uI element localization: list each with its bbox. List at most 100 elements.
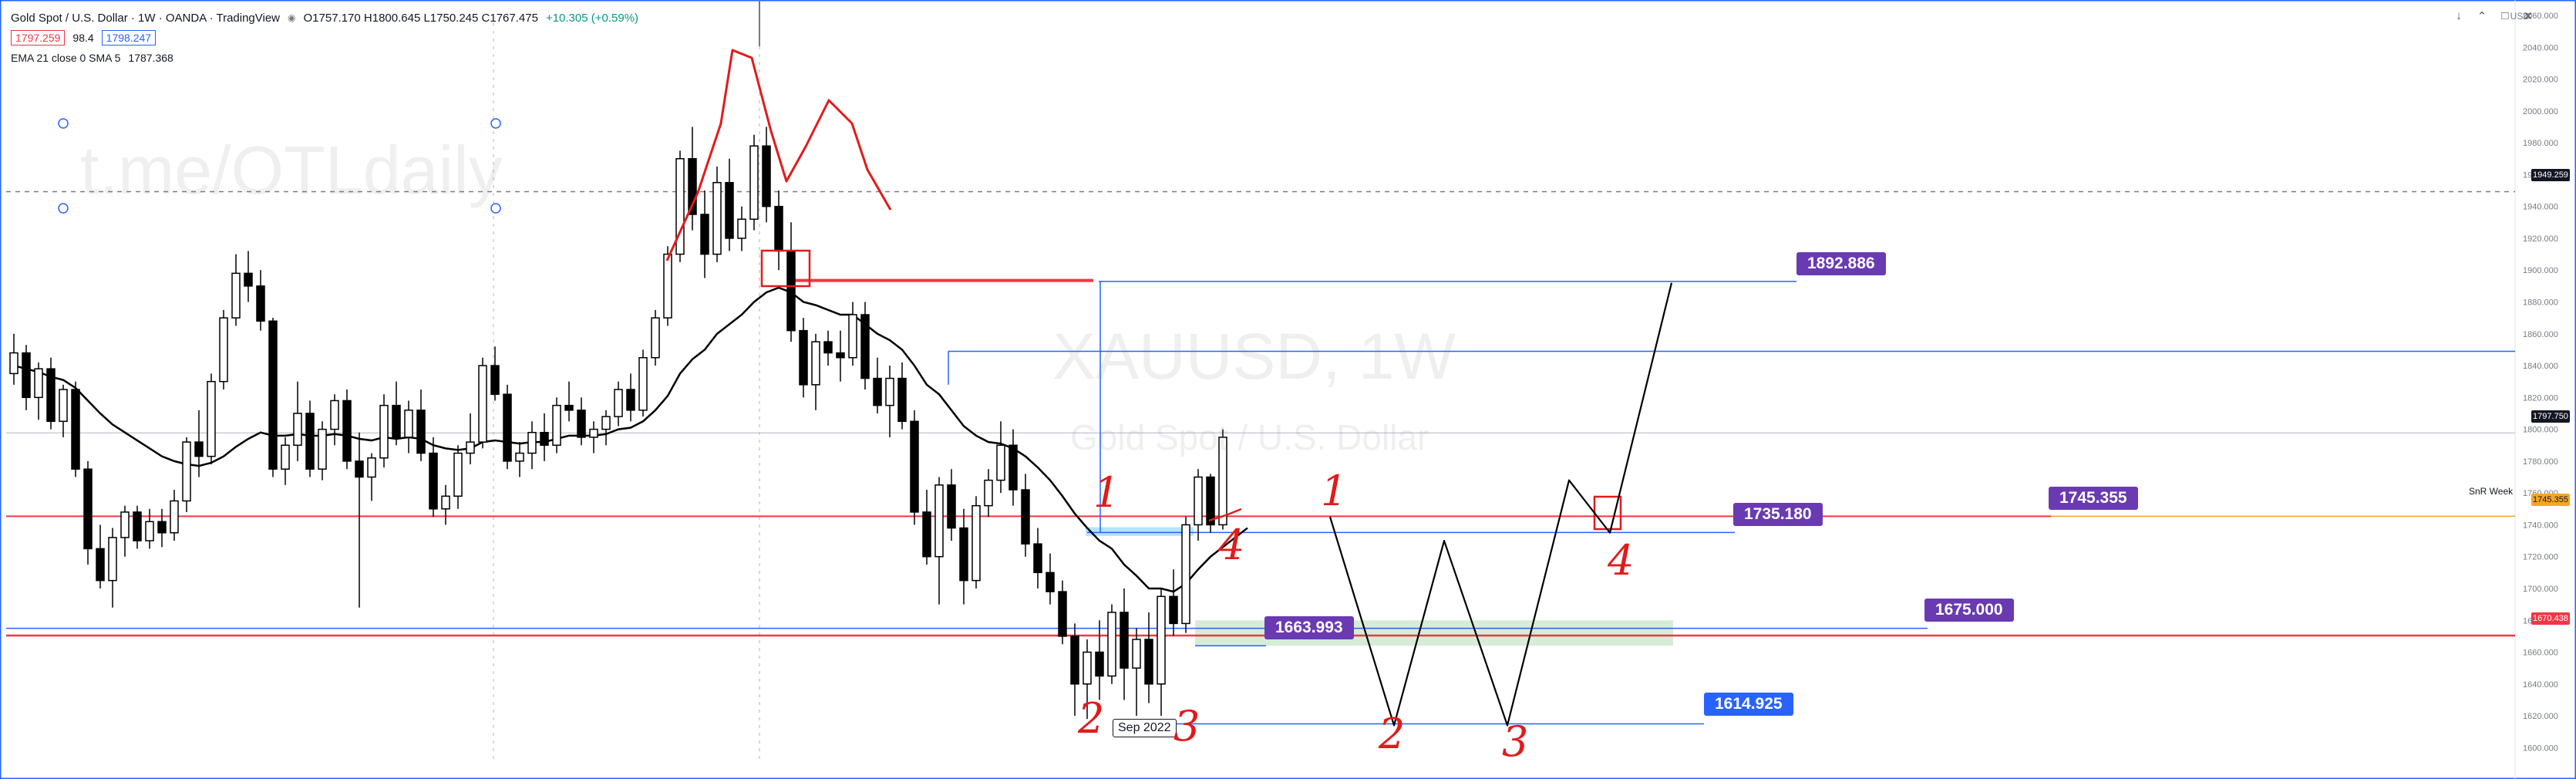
close-icon[interactable]: ✕ <box>2523 10 2534 23</box>
candle-0 <box>9 333 19 385</box>
candle-62 <box>774 191 783 271</box>
indicator-title[interactable]: EMA 21 close 0 SMA 5 <box>11 52 121 64</box>
candle-58 <box>725 158 734 251</box>
candle-body-42 <box>527 431 537 454</box>
price-change: +10.305 (+0.59%) <box>545 11 639 25</box>
candle-body-6 <box>83 468 93 550</box>
candle-91 <box>1132 628 1141 717</box>
candle-body-47 <box>589 428 598 438</box>
level-tag-1735[interactable]: 1735.180 <box>1733 503 1823 526</box>
drawing-handle-3 <box>490 203 501 214</box>
candle-77 <box>959 508 968 605</box>
legend-dot-icon: ◉ <box>288 12 296 23</box>
candle-72 <box>897 362 907 430</box>
candle-20 <box>256 270 265 331</box>
legend-indicator-row: EMA 21 close 0 SMA 5 1787.368 <box>11 48 638 68</box>
candle-body-12 <box>157 521 167 534</box>
candle-body-16 <box>207 380 216 457</box>
bid-price-button[interactable]: 1797.259 <box>11 30 66 46</box>
candle-98 <box>1218 429 1227 530</box>
candle-6 <box>83 460 93 565</box>
candle-body-38 <box>478 365 487 443</box>
level-tag-1663[interactable]: 1663.993 <box>1264 616 1354 639</box>
candle-body-95 <box>1181 524 1190 625</box>
y-tick-2040: 2040.000 <box>2523 43 2558 52</box>
symbol-title[interactable]: Gold Spot / U.S. Dollar · 1W · OANDA · T… <box>11 11 281 25</box>
candle-12 <box>157 508 167 548</box>
candle-body-1 <box>22 352 31 399</box>
candle-body-90 <box>1120 612 1129 669</box>
candle-39 <box>490 346 500 401</box>
candle-5 <box>71 381 80 477</box>
y-tick-1740: 1740.000 <box>2523 521 2558 530</box>
candle-8 <box>108 528 117 608</box>
level-tag-1892[interactable]: 1892.886 <box>1796 252 1886 275</box>
candle-21 <box>268 318 278 477</box>
candle-36 <box>453 445 463 509</box>
indicator-value: 1787.368 <box>128 52 173 64</box>
date-badge: Sep 2022 <box>1113 719 1177 737</box>
level-tag-1745[interactable]: 1745.355 <box>2049 487 2138 510</box>
candle-body-44 <box>552 404 561 446</box>
candle-body-72 <box>897 377 907 423</box>
candle-52 <box>651 309 660 366</box>
candle-body-7 <box>96 548 105 582</box>
candle-body-93 <box>1157 595 1166 685</box>
ask-price-button[interactable]: 1798.247 <box>101 30 157 46</box>
candle-31 <box>392 381 401 446</box>
candle-7 <box>96 524 105 588</box>
candle-body-41 <box>515 452 524 462</box>
y-tick-1720: 1720.000 <box>2523 553 2558 562</box>
hand-number-4-right: 4 <box>1608 536 1635 585</box>
axis-badge-1745: 1745.355 <box>2531 494 2570 506</box>
y-tick-1840: 1840.000 <box>2523 362 2558 371</box>
candle-body-52 <box>651 317 660 359</box>
collapse-icon[interactable]: ⌃ <box>2477 10 2487 23</box>
candle-body-25 <box>318 428 327 470</box>
candle-body-27 <box>342 400 352 462</box>
sr-week-label: SnR Week <box>2469 486 2514 497</box>
y-tick-2000: 2000.000 <box>2523 107 2558 116</box>
candle-body-61 <box>762 145 771 207</box>
candle-body-63 <box>786 250 796 332</box>
candle-body-97 <box>1206 476 1215 526</box>
candle-16 <box>207 373 216 464</box>
arrow-down-icon[interactable]: ↓ <box>2456 9 2462 22</box>
candle-90 <box>1120 588 1129 700</box>
candle-78 <box>971 496 981 588</box>
candle-25 <box>318 421 327 481</box>
candle-18 <box>231 254 241 326</box>
axis-badge-1949: 1949.259 <box>2531 169 2570 181</box>
maximize-icon[interactable]: □ <box>2501 9 2509 22</box>
candle-body-87 <box>1083 651 1092 685</box>
candle-28 <box>355 432 364 608</box>
candle-88 <box>1095 620 1104 700</box>
candle-96 <box>1194 469 1203 541</box>
legend-symbol-row: Gold Spot / U.S. Dollar · 1W · OANDA · T… <box>11 8 638 28</box>
candle-body-55 <box>688 157 697 215</box>
candle-51 <box>638 349 648 417</box>
candle-body-9 <box>120 511 130 538</box>
candle-body-14 <box>182 441 191 502</box>
y-tick-1800: 1800.000 <box>2523 426 2558 435</box>
axis-currency[interactable]: USD <box>2510 11 2530 22</box>
candle-body-65 <box>811 341 820 386</box>
candle-66 <box>823 330 833 366</box>
candle-body-85 <box>1058 591 1067 637</box>
level-tag-1675[interactable]: 1675.000 <box>1924 599 2014 622</box>
level-tag-1614[interactable]: 1614.925 <box>1704 693 1793 716</box>
candle-body-60 <box>749 145 759 220</box>
candle-body-77 <box>959 527 968 582</box>
candle-61 <box>762 126 771 223</box>
candle-76 <box>947 469 956 541</box>
candle-body-31 <box>392 404 401 438</box>
small-arrow-drawing <box>1208 508 1242 522</box>
candle-83 <box>1033 528 1042 588</box>
y-tick-1920: 1920.000 <box>2523 234 2558 244</box>
candle-body-18 <box>231 272 241 319</box>
candle-64 <box>799 318 808 398</box>
candle-body-32 <box>404 410 413 438</box>
candle-4 <box>59 384 68 437</box>
